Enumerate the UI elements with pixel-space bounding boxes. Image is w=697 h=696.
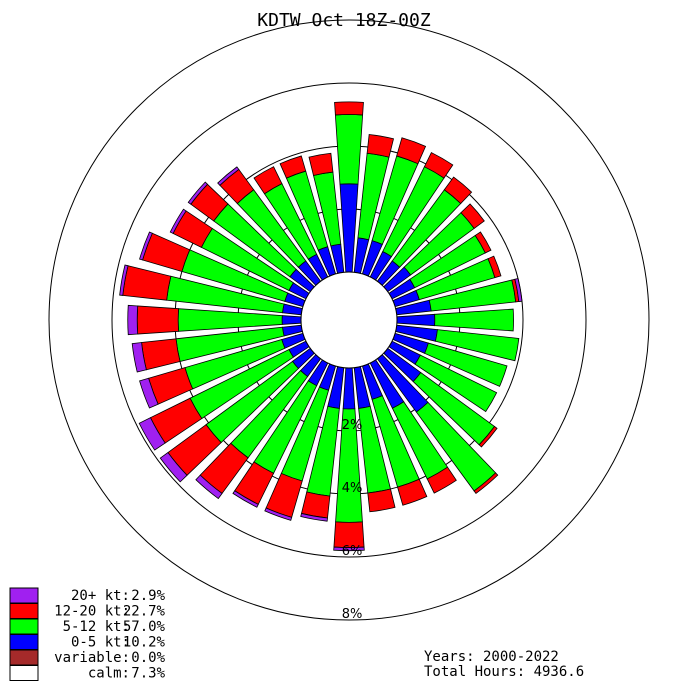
legend-label-3: 0-5 kt: xyxy=(71,635,130,651)
bar-270-20-kt xyxy=(127,304,139,336)
bar-270-0-5-kt xyxy=(281,315,302,325)
bar-160-12-20-kt xyxy=(397,478,428,506)
bar-110-5-12-kt xyxy=(424,342,508,387)
bar-330-12-20-kt xyxy=(253,166,283,195)
bar-230-20-kt xyxy=(159,451,188,483)
legend-label-4: variable: xyxy=(54,650,130,666)
bar-50-12-20-kt xyxy=(460,203,485,229)
bar-320-20-kt xyxy=(217,166,240,186)
legend-percent-1: 22.7% xyxy=(123,604,166,620)
legend-label-5: calm: xyxy=(88,666,130,682)
legend-percent-5: 7.3% xyxy=(131,666,165,682)
legend-swatch-3 xyxy=(9,634,39,650)
bars-layer xyxy=(119,101,523,552)
years-text: Years: 2000-2022 xyxy=(424,649,559,665)
calm-circle xyxy=(300,271,398,369)
bar-10-12-20-kt xyxy=(366,134,394,158)
bar-210-20-kt xyxy=(232,490,259,508)
ring-label-8: 8% xyxy=(342,607,363,622)
ring-label-2: 2% xyxy=(342,418,363,433)
legend-swatch-2 xyxy=(9,618,39,635)
bar-60-12-20-kt xyxy=(474,231,492,254)
bar-170-12-20-kt xyxy=(367,488,396,513)
bar-180-20-kt xyxy=(333,546,365,552)
legend-percent-4: 0.0% xyxy=(131,650,165,666)
legend-percent-2: 57.0% xyxy=(123,619,166,635)
legend-swatch-5 xyxy=(9,665,39,681)
bar-340-12-20-kt xyxy=(279,155,307,179)
bar-280-20-kt xyxy=(119,264,129,296)
bar-190-20-kt xyxy=(300,512,328,522)
total-hours-text: Total Hours: 4936.6 xyxy=(424,664,584,680)
bar-80-20-kt xyxy=(514,278,523,302)
bar-350-12-20-kt xyxy=(308,152,334,176)
bar-270-12-20-kt xyxy=(136,305,179,335)
legend-percent-0: 2.9% xyxy=(131,588,165,604)
bar-30-12-20-kt xyxy=(423,152,454,179)
bar-290-20-kt xyxy=(139,231,153,261)
legend-swatch-4 xyxy=(9,649,39,666)
bar-260-20-kt xyxy=(131,342,147,373)
legend: 20+ kt: 2.9%12-20 kt:22.7%5-12 kt:57.0%0-… xyxy=(9,587,166,682)
bar-70-12-20-kt xyxy=(487,255,502,279)
ring-6 xyxy=(111,82,587,558)
bar-250-20-kt xyxy=(139,377,159,409)
bar-300-20-kt xyxy=(169,208,187,234)
bar-200-20-kt xyxy=(264,507,293,521)
legend-swatch-1 xyxy=(9,603,39,619)
bar-220-20-kt xyxy=(195,474,223,500)
bar-100-5-12-kt xyxy=(434,329,520,362)
ring-8 xyxy=(48,19,650,621)
bar-310-20-kt xyxy=(187,181,209,205)
bar-90-5-12-kt xyxy=(434,308,514,332)
bar-0-5-12-kt xyxy=(334,114,364,185)
bar-0-12-20-kt xyxy=(334,101,364,116)
bar-130-12-20-kt xyxy=(478,425,498,448)
ring-labels-layer: 2% 4% 6% 8% xyxy=(342,418,363,622)
ring-label-4: 4% xyxy=(342,481,363,496)
legend-label-1: 12-20 kt: xyxy=(54,604,130,620)
legend-label-0: 20+ kt: xyxy=(71,588,130,604)
bar-140-12-20-kt xyxy=(473,472,499,495)
legend-label-2: 5-12 kt: xyxy=(63,619,130,635)
ring-label-6: 6% xyxy=(342,544,363,559)
bar-150-12-20-kt xyxy=(426,466,457,494)
bar-240-20-kt xyxy=(138,417,166,451)
bar-40-12-20-kt xyxy=(443,176,473,205)
bar-20-12-20-kt xyxy=(396,137,427,165)
legend-swatch-0 xyxy=(9,587,39,604)
bar-120-5-12-kt xyxy=(414,354,498,413)
legend-percent-3: 10.2% xyxy=(123,635,166,651)
